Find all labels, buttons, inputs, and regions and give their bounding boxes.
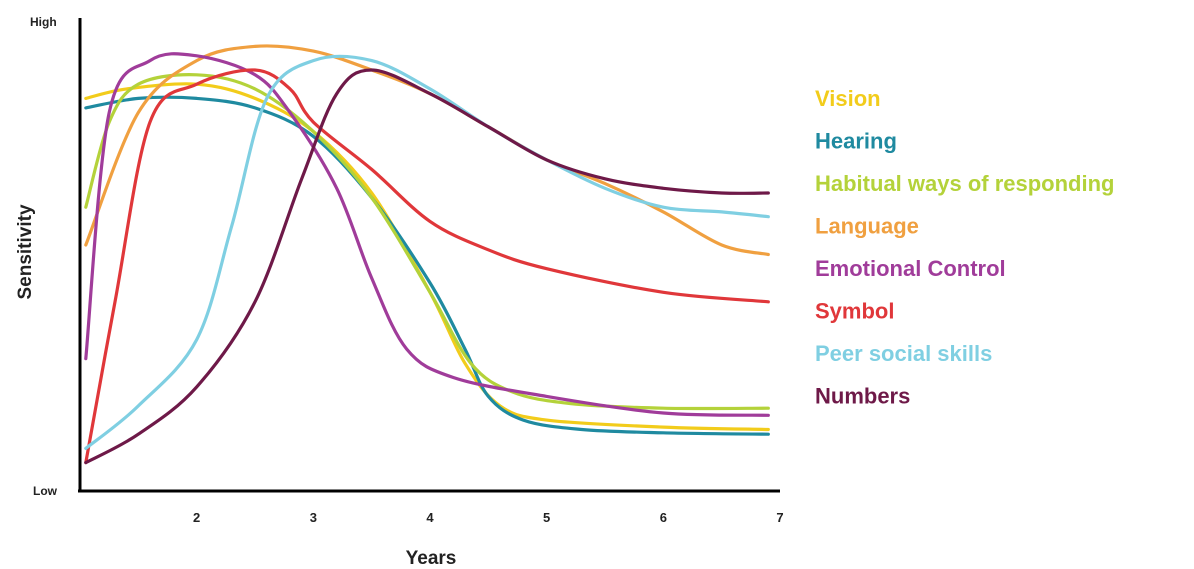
legend-entry-numbers: Numbers [815, 384, 910, 409]
legend-entry-symbol: Symbol [815, 299, 894, 324]
series-line-habitual-ways-of-responding [84, 73, 770, 411]
series-line-symbol [84, 68, 770, 465]
x-tick-label-5: 5 [543, 510, 550, 525]
x-tick-label-6: 6 [660, 510, 667, 525]
series-line-language [84, 44, 770, 257]
y-low-label: Low [33, 484, 58, 498]
series-line-peer-social-skills [84, 54, 770, 450]
series-line-vision [84, 82, 770, 432]
series-line-emotional-control [84, 52, 770, 417]
legend: Vision Hearing Habitual ways of responding… [815, 86, 1114, 409]
legend-entry-peer-social-skills: Peer social skills [815, 341, 992, 366]
legend-entry-vision: Vision [815, 86, 881, 111]
series-line-numbers [84, 68, 770, 465]
series-lines [84, 44, 770, 465]
x-tick-label-4: 4 [426, 510, 434, 525]
x-tick-labels: 2 3 4 5 6 7 [193, 510, 784, 525]
x-tick-label-3: 3 [310, 510, 317, 525]
legend-entry-emotional-control: Emotional Control [815, 256, 1006, 281]
legend-entry-language: Language [815, 214, 919, 239]
series-line-hearing [84, 95, 770, 436]
x-tick-label-2: 2 [193, 510, 200, 525]
legend-entry-habitual-ways-of-responding: Habitual ways of responding [815, 171, 1114, 196]
y-high-label: High [30, 15, 57, 29]
y-axis-title: Sensitivity [15, 204, 36, 299]
x-axis-title: Years [406, 548, 457, 569]
legend-entry-hearing: Hearing [815, 129, 897, 154]
x-tick-label-7: 7 [776, 510, 783, 525]
